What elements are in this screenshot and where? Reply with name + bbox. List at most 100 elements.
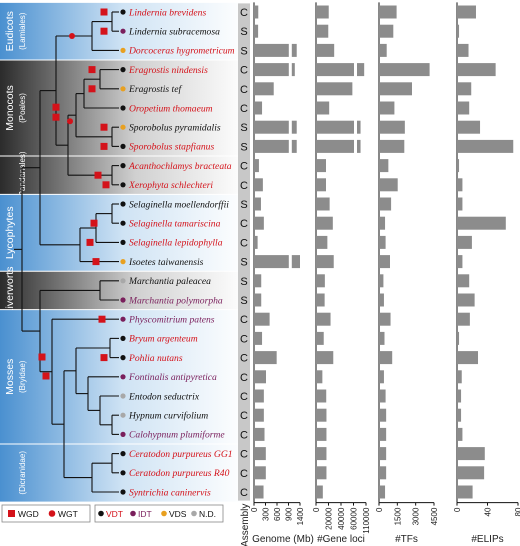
clade-subname: (Poales) [18,93,27,123]
assembly-type: C [240,372,248,384]
assembly-column-bg [238,3,250,501]
bar [254,274,262,288]
species-name: Syntrichia caninervis [129,487,211,498]
bar [379,408,387,422]
bar [254,101,263,115]
bar [254,370,266,384]
tolerance-dot [120,220,126,226]
tolerance-dot [120,470,126,476]
species-name: Entodon seductrix [128,391,200,402]
bar [316,466,327,480]
vdt-legend-icon [98,510,104,517]
assembly-type: S [240,45,247,57]
bar [254,139,289,153]
species-name: Eragrostis nindensis [128,65,208,76]
panel-x-title: Genome (Mb) [252,534,314,545]
x-tick-label: 80 [514,507,520,516]
species-name: Hypnum curvifolium [128,411,208,422]
bar [316,312,331,326]
bar [254,120,289,134]
species-name: Ceratodon purpureus GG1 [129,449,233,460]
bar [457,312,470,326]
bar [379,274,384,288]
wgd-marker [100,142,108,150]
bar-panel: 0 40 80 #ELIPs [453,2,520,545]
bar [316,178,326,192]
bar [316,485,323,499]
vds-legend-icon [161,510,167,517]
assembly-type: C [240,7,248,19]
assembly-type: S [240,26,247,38]
bar [379,389,386,403]
species-name: Acanthochlamys bracteata [128,161,232,172]
bar [316,408,327,422]
bar [316,389,327,403]
assembly-type: S [240,295,247,307]
legend-vds: VDS [169,509,187,519]
bar [457,293,475,307]
bar [379,370,384,384]
wgd-marker [90,219,98,227]
bar [457,274,470,288]
bar [457,485,473,499]
tolerance-dot [120,259,126,265]
clade-subname: (Bryidae) [18,360,27,393]
wgd-marker [88,85,96,93]
species-name: Isoetes taiwanensis [128,257,204,268]
bar [254,427,265,441]
bar [379,197,392,211]
tolerance-dot [120,316,126,322]
bar-panel: 0 20000 40000 60000 110000#Gene loci [312,2,371,545]
bar [254,24,259,38]
bar [254,178,263,192]
bar [457,466,485,480]
bar [254,216,264,230]
bar [457,235,472,249]
wgd-marker [100,354,108,362]
legend-box-types [94,504,224,523]
bar [254,312,270,326]
bar [316,351,334,365]
tolerance-dot [120,9,126,15]
bar [379,120,405,134]
wgt-marker [67,118,73,125]
bar [457,101,470,115]
wgt-legend-icon [48,510,56,517]
assembly-type: S [240,122,247,134]
bar [379,101,395,115]
species-name: Selaginella lepidophylla [129,238,223,249]
assembly-type: S [240,141,247,153]
bar [379,159,389,173]
bar [379,63,430,77]
x-tick-label: 1400 [296,507,305,525]
wgd-wgt-markers [38,8,110,380]
tolerance-dot [120,451,126,457]
bar [457,139,514,153]
assembly-type: C [240,333,248,345]
x-tick-label: 0 [453,507,462,512]
species-name: Xerophyta schlechteri [128,180,213,191]
legend-wgd: WGD [18,509,39,519]
x-tick-label: 0 [250,507,259,512]
bar [316,427,327,441]
bar [379,82,412,96]
bar [316,24,329,38]
bar [316,120,354,134]
bar [254,63,289,77]
bar [457,159,460,173]
wgd-marker [92,258,100,266]
bar [254,466,266,480]
bar [457,197,463,211]
bar [379,331,385,345]
bar [457,63,496,77]
bar [254,293,262,307]
tolerance-dot [120,67,126,73]
bar [254,447,266,461]
tolerance-dot [120,163,126,169]
bar-panel: 0 1500 3000 4500 #TFs [375,2,439,545]
tolerance-dot [120,489,126,495]
assembly-type: C [240,449,248,461]
clade-name: Eudicots [4,11,16,51]
bar [316,447,327,461]
